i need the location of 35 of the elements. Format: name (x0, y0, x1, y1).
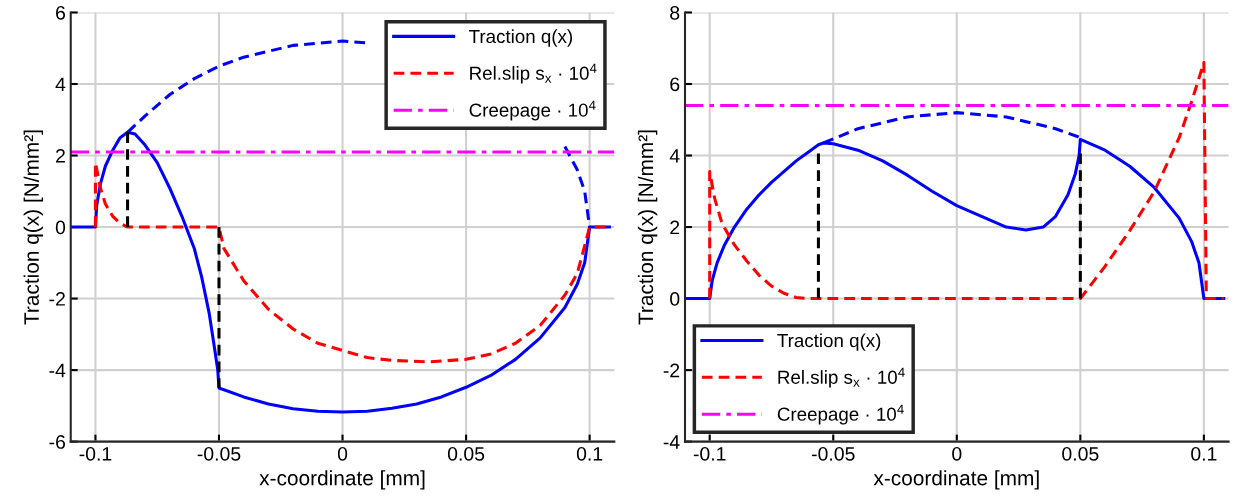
legend-label: Creepage · 10$^{4}$ (469, 100, 596, 121)
y-tick-label: 2 (56, 148, 65, 163)
y-tick-label: 2 (670, 220, 680, 235)
y-tick-label: -4 (663, 435, 680, 449)
x-tick-label: 0.1 (576, 446, 603, 461)
x-tick-label: -0.1 (693, 446, 726, 461)
y-tick-label: 0 (55, 220, 66, 235)
legend-label: Rel.slip s$_{x}$ · 10$^{4}$ (470, 63, 597, 84)
x-tick-label: 0 (337, 446, 348, 461)
y-tick-label: 6 (670, 77, 680, 92)
y-tick-label: 4 (55, 77, 66, 92)
y-tick-label: -2 (663, 363, 680, 378)
y-tick-label: 4 (669, 149, 680, 163)
x-tick-label: -0.05 (811, 446, 855, 461)
x-tick-label: 0 (952, 446, 962, 461)
y-axis-title: Traction q(x) [N/mm²] (23, 130, 44, 325)
y-tick-label: -2 (49, 292, 65, 306)
x-axis-title: x-coordinate [mm] (259, 470, 425, 490)
legend-label: Traction q(x) (777, 333, 881, 351)
y-tick-label: -6 (49, 435, 66, 449)
y-tick-label: 0 (670, 292, 680, 306)
legend-label: Creepage · 10$^{4}$ (777, 404, 904, 425)
x-tick-label: -0.1 (79, 446, 112, 461)
x-tick-label: 0.05 (1062, 446, 1099, 461)
y-axis-title: Traction q(x) [N/mm²] (637, 130, 658, 325)
x-tick-label: 0.05 (447, 446, 485, 461)
y-tick-label: -4 (49, 363, 66, 378)
x-tick-label: 0.1 (1191, 446, 1217, 461)
x-axis-title: x-coordinate [mm] (873, 470, 1039, 490)
legend-label: Rel.slip s$_{x}$ · 10$^{4}$ (778, 367, 905, 388)
legend-label: Traction q(x) (469, 29, 573, 47)
x-tick-label: -0.05 (197, 446, 241, 461)
line-series (708, 61, 1226, 301)
y-tick-label: 8 (670, 5, 680, 20)
y-tick-label: 6 (56, 5, 66, 20)
